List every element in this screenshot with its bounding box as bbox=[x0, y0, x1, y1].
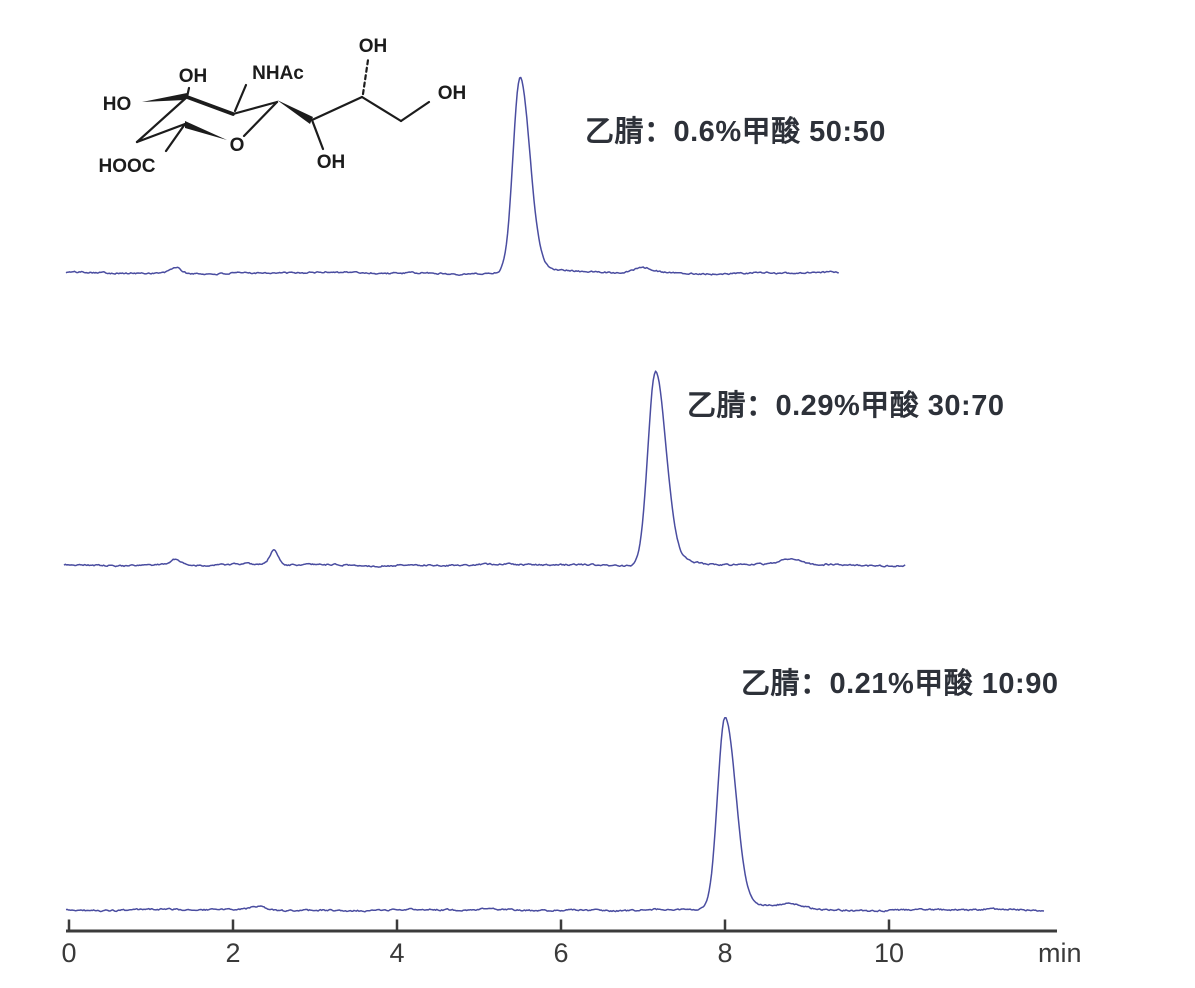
trace-1-condition-label: 乙腈：0.6%甲酸 50:50 bbox=[585, 116, 886, 148]
bond-c7-oh bbox=[310, 118, 325, 151]
bond-c6-o bbox=[242, 100, 279, 138]
chromatogram-trace-3 bbox=[65, 716, 1045, 913]
structure-wedge-bonds bbox=[142, 93, 313, 140]
x-tick-label-4: 4 bbox=[389, 938, 405, 968]
x-axis-unit-label: min bbox=[1038, 938, 1082, 968]
bond-c8-c9 bbox=[360, 95, 403, 123]
chromatogram-trace-1 bbox=[65, 76, 839, 276]
bond-c5-c6 bbox=[231, 100, 279, 116]
x-tick-label-2: 2 bbox=[225, 938, 241, 968]
wedge-ho-c4 bbox=[142, 93, 187, 102]
structure-label-ho-left: HO bbox=[103, 94, 132, 115]
chemical-structure-sialic-acid: OH NHAc HO HOOC O OH OH OH bbox=[99, 36, 467, 177]
bond-c9-oh bbox=[399, 100, 431, 123]
structure-label-oh-chain-bottom: OH bbox=[317, 152, 346, 173]
x-tick-label-8: 8 bbox=[717, 938, 733, 968]
wedge-o-c2 bbox=[185, 121, 227, 140]
bond-c3-c4 bbox=[135, 95, 189, 144]
structure-label-nhac: NHAc bbox=[252, 63, 304, 84]
trace-2-condition-label: 乙腈：0.29%甲酸 30:70 bbox=[687, 390, 1005, 422]
structure-bonds bbox=[135, 58, 431, 153]
bond-c2-c3 bbox=[135, 122, 187, 144]
chromatogram-trace-2 bbox=[63, 370, 906, 568]
bond-c4-c5 bbox=[185, 95, 235, 116]
trace-3-condition-label: 乙腈：0.21%甲酸 10:90 bbox=[741, 668, 1059, 700]
x-tick-label-10: 10 bbox=[873, 938, 905, 968]
structure-label-oh-ring-top: OH bbox=[179, 66, 208, 87]
structure-label-ring-o: O bbox=[230, 135, 245, 156]
structure-label-oh-terminal: OH bbox=[438, 83, 467, 104]
structure-label-hooc: HOOC bbox=[99, 156, 156, 177]
bond-c7-c8 bbox=[310, 95, 364, 122]
structure-label-oh-chain-top: OH bbox=[359, 36, 388, 57]
structure-atom-labels: OH NHAc HO HOOC O OH OH OH bbox=[99, 36, 467, 177]
wedge-c6-c7 bbox=[277, 100, 313, 124]
bond-c8-oh-dashed bbox=[361, 58, 370, 96]
bond-nhac bbox=[233, 83, 248, 113]
bond-c2-cooh bbox=[164, 122, 187, 153]
x-tick-label-0: 0 bbox=[61, 938, 77, 968]
x-tick-label-6: 6 bbox=[553, 938, 569, 968]
